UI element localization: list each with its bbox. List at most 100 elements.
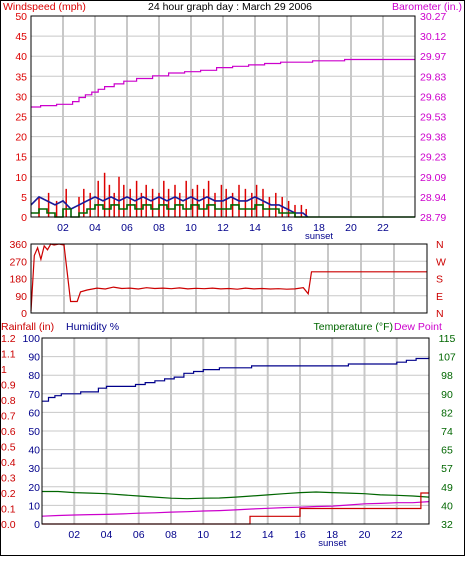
y-tick-label-humidity: 80 — [28, 370, 40, 382]
y-tick-label-humidity: 90 — [28, 352, 40, 364]
rain-humidity-temp-panel: 0 10 20 30 40 50 60 70 80 90 100 0.0 0.1 0.2 0.3 0.4 0.5… — [1, 333, 456, 549]
y-tick-label-windspeed: 5 — [21, 192, 27, 204]
y-tick-label-rainfall: 1 — [1, 364, 7, 376]
x-tick-label: 12 — [230, 529, 242, 541]
y-tick-label-barometer: 30.27 — [420, 11, 446, 23]
y-tick-label-barometer: 30.12 — [420, 31, 446, 43]
y-tick-label-barometer: 28.79 — [420, 212, 446, 224]
y-tick-label-rainfall: 0.8 — [1, 395, 16, 407]
y-tick-label-windspeed: 15 — [15, 152, 27, 164]
x-tick-label: 14 — [249, 222, 261, 234]
y-tick-label-windspeed: 50 — [15, 11, 27, 23]
y-tick-label-compass: E — [436, 291, 443, 303]
y-tick-label-temperature: 74 — [441, 426, 453, 438]
x-tick-label: 06 — [133, 529, 145, 541]
y-tick-label-windspeed: 25 — [15, 112, 27, 124]
y-tick-label-humidity: 0 — [34, 519, 40, 531]
y-tick-label-barometer: 29.09 — [420, 172, 446, 184]
y-tick-label-humidity: 30 — [28, 463, 40, 475]
windspeed-axis-label: Windspeed (mph) — [3, 1, 86, 13]
y-tick-label-rainfall: 0.1 — [1, 504, 16, 516]
y-tick-label-temperature: 65 — [441, 445, 453, 457]
sunset-label: sunset — [318, 538, 346, 549]
humidity-axis-label: Humidity % — [66, 321, 119, 333]
y-tick-label-degrees: 180 — [9, 274, 27, 286]
barometer-axis-label: Barometer (in.) — [392, 1, 462, 13]
x-tick-label: 22 — [391, 529, 403, 541]
x-tick-label: 08 — [165, 529, 177, 541]
y-tick-label-temperature: 49 — [441, 482, 453, 494]
x-tick-label: 20 — [345, 222, 357, 234]
y-tick-label-humidity: 10 — [28, 500, 40, 512]
x-tick-label: 20 — [359, 529, 371, 541]
y-tick-label-rainfall: 0.3 — [1, 473, 16, 485]
x-tick-label: 14 — [262, 529, 274, 541]
x-tick-label: 16 — [281, 222, 293, 234]
x-tick-label: 10 — [185, 222, 197, 234]
y-tick-label-temperature: 40 — [441, 500, 453, 512]
y-tick-label-temperature: 107 — [438, 352, 456, 364]
rainfall-axis-label: Rainfall (in) — [1, 321, 54, 333]
y-tick-label-barometer: 29.53 — [420, 112, 446, 124]
x-tick-label: 10 — [197, 529, 209, 541]
y-tick-label-barometer: 28.94 — [420, 192, 446, 204]
y-tick-label-barometer: 29.83 — [420, 71, 446, 83]
x-tick-label: 02 — [57, 222, 69, 234]
panel-frame — [41, 337, 430, 525]
x-tick-label: 22 — [377, 222, 389, 234]
y-tick-label-barometer: 29.97 — [420, 51, 446, 63]
y-tick-label-humidity: 100 — [22, 333, 40, 345]
y-tick-label-temperature: 98 — [441, 370, 453, 382]
y-tick-label-rainfall: 0.2 — [1, 488, 16, 500]
temperature-line — [42, 490, 430, 500]
y-tick-label-compass: S — [436, 274, 443, 286]
y-tick-label-humidity: 60 — [28, 407, 40, 419]
y-tick-label-barometer: 29.68 — [420, 91, 446, 103]
y-tick-label-degrees: 360 — [9, 239, 27, 251]
y-tick-label-temperature: 57 — [441, 463, 453, 475]
x-tick-label: 08 — [153, 222, 165, 234]
x-tick-label: 18 — [326, 529, 338, 541]
y-tick-label-humidity: 40 — [28, 445, 40, 457]
humidity-line — [42, 356, 430, 402]
barometer-line — [31, 58, 415, 108]
dew-point-line — [41, 501, 430, 517]
y-tick-label-humidity: 70 — [28, 389, 40, 401]
y-tick-label-humidity: 20 — [28, 482, 40, 494]
y-tick-label-compass: W — [436, 256, 446, 268]
y-tick-label-windspeed: 20 — [15, 132, 27, 144]
y-tick-label-rainfall: 1.2 — [1, 333, 16, 345]
temperature-axis-label: Temperature (°F) — [314, 321, 393, 333]
x-tick-label: 04 — [101, 529, 113, 541]
dew-point-axis-label: Dew Point — [394, 321, 442, 333]
y-tick-label-degrees: 0 — [21, 308, 27, 320]
wind-barometer-panel: 0 5 10 15 20 25 30 35 40 45 50 28.79 28.94 29.09 29.23… — [15, 11, 446, 242]
y-tick-label-rainfall: 1.1 — [1, 349, 16, 361]
x-tick-label: 18 — [313, 222, 325, 234]
y-tick-label-degrees: 270 — [9, 256, 27, 268]
y-tick-label-humidity: 50 — [28, 426, 40, 438]
y-tick-label-temperature: 90 — [441, 389, 453, 401]
y-tick-label-rainfall: 0.4 — [1, 457, 16, 469]
sunset-label: sunset — [305, 231, 333, 242]
y-tick-label-degrees: 90 — [15, 291, 27, 303]
y-tick-label-windspeed: 35 — [15, 71, 27, 83]
panel-frame — [30, 243, 428, 314]
y-tick-label-windspeed: 30 — [15, 91, 27, 103]
y-tick-label-windspeed: 10 — [15, 172, 27, 184]
chart-title: 24 hour graph day : March 29 2006 — [148, 1, 312, 13]
y-tick-label-windspeed: 40 — [15, 51, 27, 63]
x-tick-label: 12 — [217, 222, 229, 234]
x-tick-label: 04 — [89, 222, 101, 234]
x-tick-label: 02 — [68, 529, 80, 541]
y-tick-label-windspeed: 0 — [21, 212, 27, 224]
y-tick-label-rainfall: 0.7 — [1, 411, 16, 423]
x-tick-label: 16 — [294, 529, 306, 541]
y-tick-label-windspeed: 45 — [15, 31, 27, 43]
y-tick-label-barometer: 29.23 — [420, 152, 446, 164]
panel-frame — [30, 15, 416, 218]
windspeed-avg-line — [30, 195, 309, 218]
y-tick-label-barometer: 29.38 — [420, 132, 446, 144]
